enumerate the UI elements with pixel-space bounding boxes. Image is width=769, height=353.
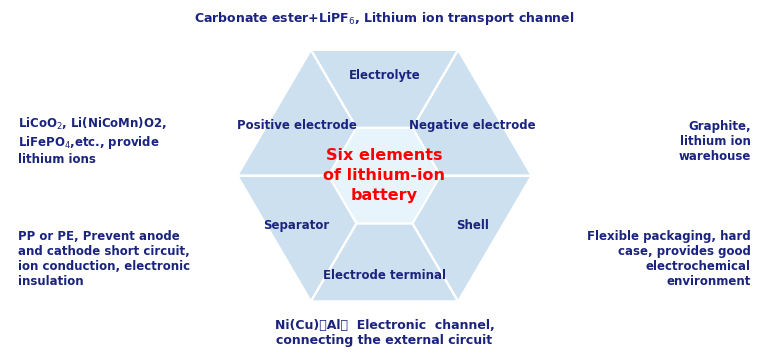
Text: Ni(Cu)、Al，  Electronic  channel,
connecting the external circuit: Ni(Cu)、Al， Electronic channel, connectin… [275, 319, 494, 347]
Polygon shape [412, 50, 531, 175]
Text: Electrode terminal: Electrode terminal [323, 269, 446, 282]
Text: Separator: Separator [264, 219, 330, 232]
Text: PP or PE, Prevent anode
and cathode short circuit,
ion conduction, electronic
in: PP or PE, Prevent anode and cathode shor… [18, 229, 190, 288]
Text: Six elements
of lithium-ion
battery: Six elements of lithium-ion battery [324, 148, 445, 203]
Polygon shape [238, 50, 357, 175]
Polygon shape [311, 223, 458, 301]
Polygon shape [238, 175, 357, 301]
Polygon shape [412, 175, 531, 301]
Text: Carbonate ester+LiPF$_6$, Lithium ion transport channel: Carbonate ester+LiPF$_6$, Lithium ion tr… [195, 10, 574, 27]
Text: Electrolyte: Electrolyte [348, 69, 421, 82]
Polygon shape [311, 50, 458, 128]
Text: Graphite,
lithium ion
warehouse: Graphite, lithium ion warehouse [678, 120, 751, 162]
Text: Flexible packaging, hard
case, provides good
electrochemical
environment: Flexible packaging, hard case, provides … [588, 229, 751, 288]
Polygon shape [328, 128, 441, 223]
Text: Positive electrode: Positive electrode [237, 119, 357, 132]
Text: Negative electrode: Negative electrode [409, 119, 536, 132]
Text: Shell: Shell [456, 219, 489, 232]
Text: LiCoO$_2$, Li(NiCoMn)O2,
LiFePO$_4$,etc., provide
lithium ions: LiCoO$_2$, Li(NiCoMn)O2, LiFePO$_4$,etc.… [18, 116, 167, 166]
